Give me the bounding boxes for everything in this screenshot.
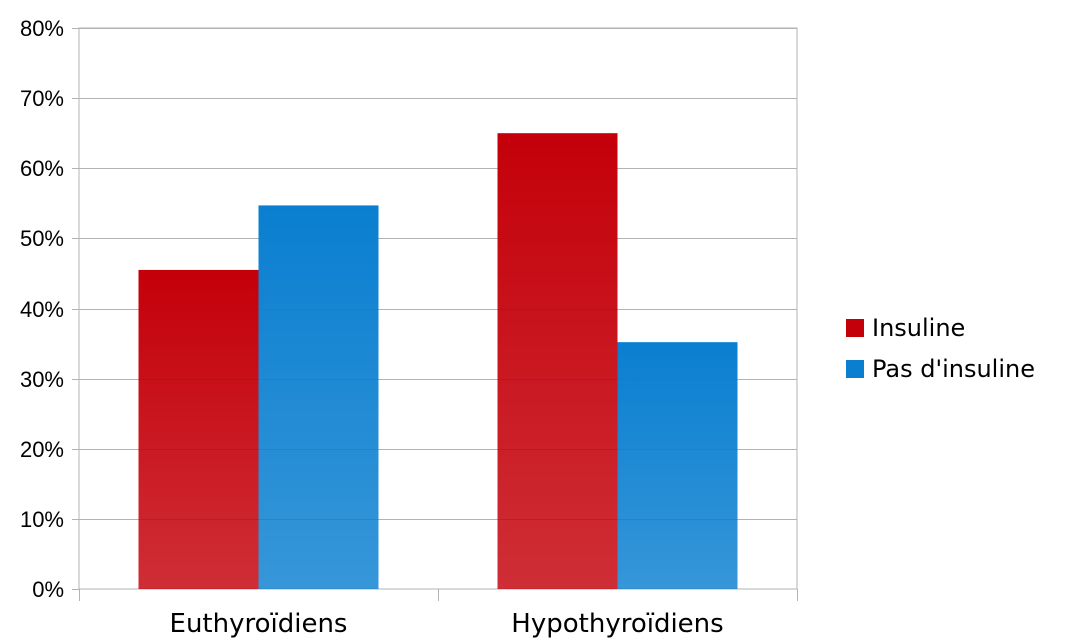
legend-label: Insuline	[872, 314, 965, 342]
y-tick-label: 0%	[32, 577, 64, 602]
x-tick-label: Hypothyroïdiens	[511, 609, 723, 639]
x-tick-label: Euthyroïdiens	[170, 609, 348, 639]
legend-swatch	[846, 319, 864, 337]
x-axis-tick-labels: Euthyroïdiens Hypothyroïdiens	[170, 609, 724, 639]
y-tick-label: 60%	[20, 156, 64, 181]
legend-swatch	[846, 360, 864, 378]
bar-insuline-0	[138, 269, 259, 589]
bar-pas-d-insuline-0	[258, 205, 379, 589]
y-tick-label: 30%	[20, 367, 64, 392]
bar-pas-d-insuline-1	[617, 342, 738, 589]
legend: Insuline Pas d'insuline	[846, 314, 1035, 383]
y-tick-label: 40%	[20, 297, 64, 322]
y-tick-label: 20%	[20, 437, 64, 462]
y-axis-tick-labels: 0% 10% 20% 30% 40% 50% 60% 70% 80%	[20, 16, 64, 602]
legend-label: Pas d'insuline	[872, 355, 1035, 383]
y-tick-label: 70%	[20, 86, 64, 111]
bars	[138, 133, 738, 589]
y-tick-label: 10%	[20, 507, 64, 532]
y-tick-label: 50%	[20, 226, 64, 251]
y-tick-label: 80%	[20, 16, 64, 41]
bar-insuline-1	[497, 133, 618, 589]
axes	[72, 28, 798, 601]
